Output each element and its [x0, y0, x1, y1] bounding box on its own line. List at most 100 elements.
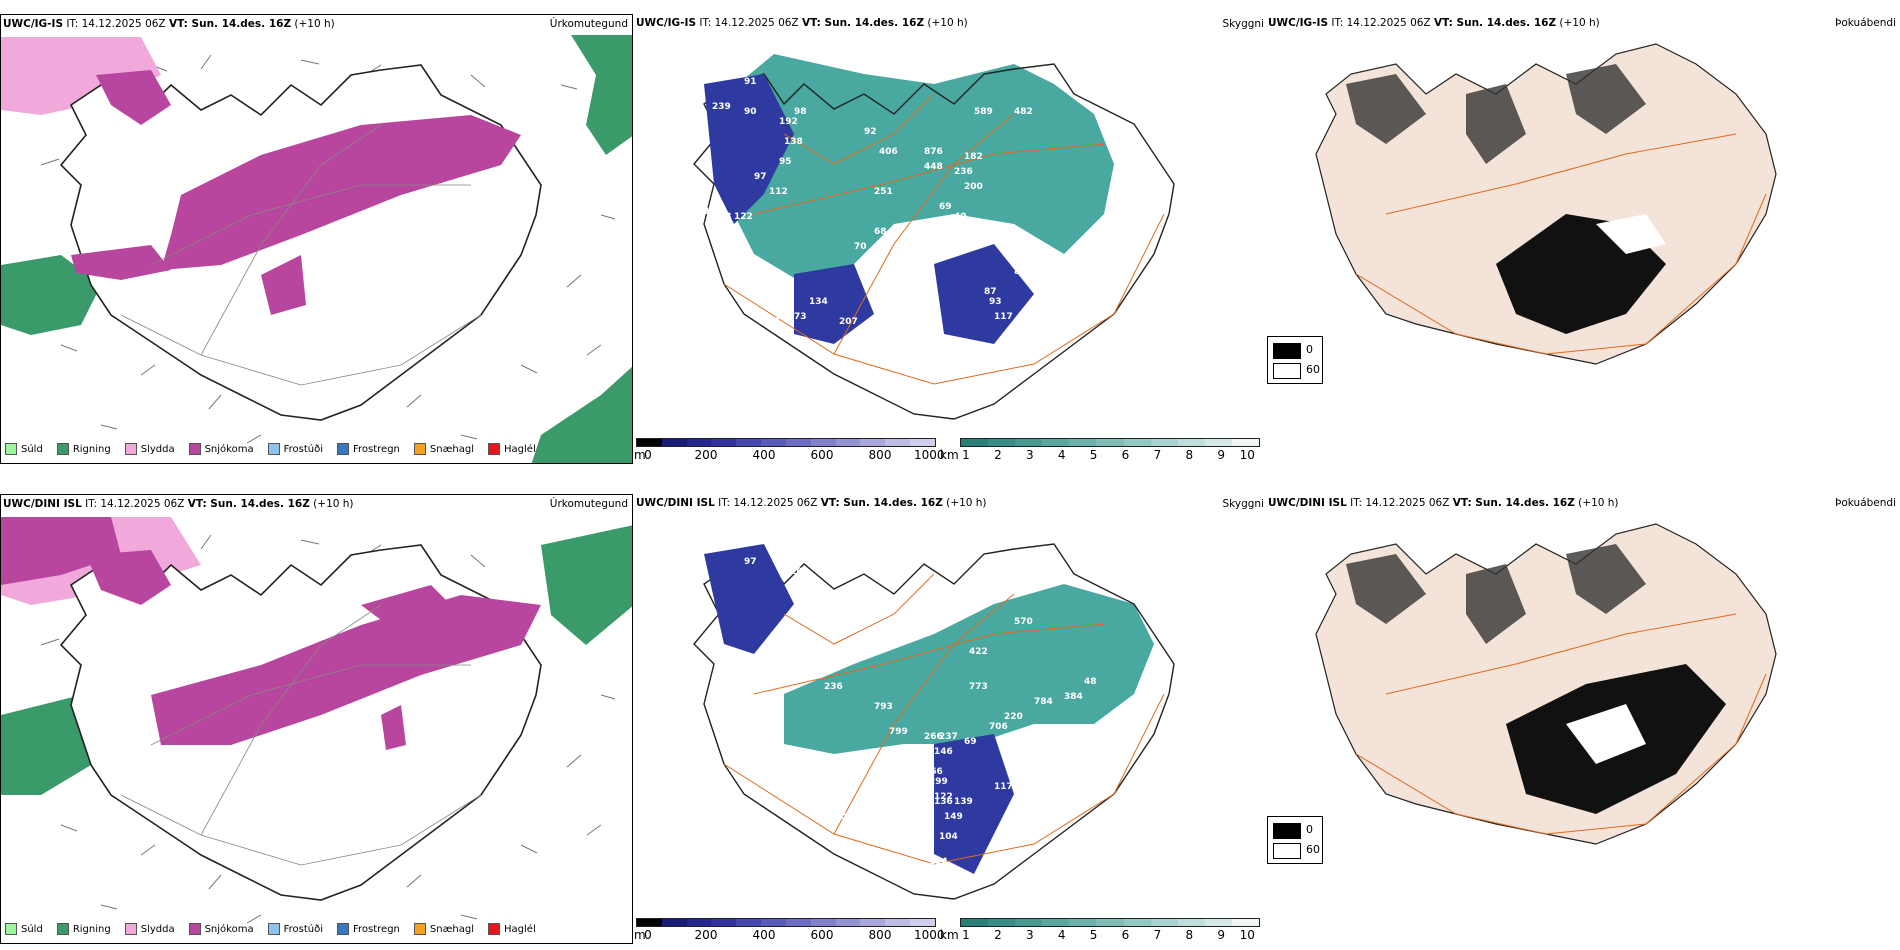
cloud-base-value-label: 251	[874, 187, 893, 197]
cloud-base-value-label: 95	[779, 157, 792, 167]
cloud-base-value-label: 87	[984, 287, 997, 297]
cloud-base-value-label: 10	[834, 812, 847, 822]
cloud-base-value-label: 876	[924, 147, 943, 157]
green-west	[1, 255, 101, 335]
cloud-base-value-label: 266	[924, 732, 943, 742]
snow-band	[151, 595, 541, 745]
cloud-base-value-label: 89	[864, 257, 877, 267]
fog-index-map-bottom: UWC/DINI ISL IT: 14.12.2025 06Z VT: Sun.…	[1266, 494, 1900, 944]
cloud-base-value-label: 570	[1014, 617, 1033, 627]
legend-item-snjokoma: Snjókoma	[188, 443, 254, 455]
iceland-fog	[1315, 43, 1777, 365]
panel-title: Skyggni	[1222, 498, 1265, 510]
snow-nw	[86, 550, 171, 605]
legend-item-snjokoma: Snjókoma	[188, 923, 254, 935]
cloud-base-value-label: 122	[734, 212, 753, 222]
precip-map-graphic	[1, 517, 632, 924]
green-south-east	[531, 366, 632, 463]
cloud-base-value-label: 83	[934, 222, 947, 232]
cloud-base-value-label: 236	[954, 167, 973, 177]
map-header: UWC/IG-IS IT: 14.12.2025 06Z VT: Sun. 14…	[3, 18, 335, 30]
legend-item-slydda: Slydda	[124, 443, 175, 455]
blue-cloudbase-south	[794, 264, 874, 344]
teal-cloud-area	[714, 54, 1114, 284]
blue-cloudbase-south	[934, 734, 1014, 874]
roads	[120, 124, 482, 386]
blue-cloudbase-west	[704, 544, 794, 654]
cloud-base-value-label: 236	[824, 682, 843, 692]
cloud-base-value-label: 129	[939, 887, 958, 897]
cloud-base-value-label: 69	[939, 202, 952, 212]
snow-south	[261, 255, 306, 315]
map-header: UWC/DINI ISL IT: 14.12.2025 06Z VT: Sun.…	[636, 497, 987, 509]
cloudbase-colorbar	[636, 438, 936, 447]
cloud-base-value-label: 207	[839, 317, 858, 327]
snow-north-west-edge	[1, 517, 121, 585]
panel-title: Þokuábendi	[1835, 17, 1896, 29]
cloud-base-value-label: 117	[994, 782, 1013, 792]
legend-item-frostudi: Frostúði	[267, 923, 323, 935]
cloud-base-value-label: 73	[794, 312, 807, 322]
cloud-base-value-label: 80	[1014, 232, 1027, 242]
roads	[1355, 133, 1767, 355]
cloud-base-value-label: 114	[929, 857, 948, 867]
cloud-base-value-label: 110	[784, 567, 803, 577]
visibility-ticks: 1 2 3 4 5 6 7 8 9 10	[962, 928, 1255, 942]
cloud-base-value-label: 146	[934, 747, 953, 757]
pink-north-west	[1, 37, 161, 115]
panel-title: Úrkomutegund	[549, 18, 628, 30]
cloud-base-value-label: 68	[874, 227, 887, 237]
cloud-base-value-label: 706	[989, 722, 1008, 732]
teal-cloud-area	[784, 584, 1154, 754]
cloud-base-value-label: 239	[712, 102, 731, 112]
visibility-unit: km	[940, 448, 959, 462]
cloud-base-value-label: 69	[964, 737, 977, 747]
cloud-base-value-label: 192	[779, 117, 798, 127]
map-header: UWC/DINI ISL IT: 14.12.2025 06Z VT: Sun.…	[1268, 497, 1619, 509]
legend-item-rigning: Rigning	[56, 443, 111, 455]
precip-type-map-bottom: UWC/DINI ISL IT: 14.12.2025 06Z VT: Sun.…	[0, 494, 633, 944]
cloud-base-value-label: 90	[744, 107, 757, 117]
cloud-base-value-label: 266	[844, 762, 863, 772]
legend-item-frostregn: Frostregn	[337, 443, 400, 455]
cloud-base-value-label: 110	[949, 352, 968, 362]
cloud-base-value-label: 97	[744, 557, 757, 567]
roads	[723, 93, 1165, 385]
cloud-base-value-label: 101	[804, 602, 823, 612]
cloud-base-value-label: 139	[799, 797, 818, 807]
legend-item-rigning: Rigning	[56, 923, 111, 935]
cloud-base-value-label: 299	[929, 777, 948, 787]
map-header: UWC/IG-IS IT: 14.12.2025 06Z VT: Sun. 14…	[636, 17, 968, 29]
cloud-base-value-label: 92	[864, 127, 877, 137]
cloud-base-value-label: 83	[894, 787, 907, 797]
roads	[120, 604, 482, 866]
cloud-base-value-label: 384	[1064, 692, 1083, 702]
fog-dark-north	[1346, 544, 1646, 644]
fog-map-graphic	[1315, 43, 1777, 365]
legend-item-haglel: Haglél	[488, 923, 536, 935]
cloud-base-value-label: 117	[934, 337, 953, 347]
cloud-base-value-label: 97	[929, 577, 942, 587]
cloud-base-value-label: 88	[759, 692, 772, 702]
cloud-base-value-label: 131	[704, 207, 723, 217]
cloud-base-value-label: 97	[754, 172, 767, 182]
panel-title: Úrkomutegund	[549, 498, 628, 510]
cloud-base-value-label: 98	[794, 107, 807, 117]
cloud-base-value-label: 98	[949, 367, 962, 377]
cloud-base-value-label: 40	[1019, 532, 1032, 542]
fog-legend: 0 60	[1267, 336, 1323, 384]
legend-item-slydda: Slydda	[124, 923, 175, 935]
cloud-base-value-label: 366	[924, 767, 943, 777]
legend-item-frostudi: Frostúði	[267, 443, 323, 455]
cloud-base-value-label: 784	[1034, 697, 1053, 707]
visibility-colorbar	[960, 918, 1260, 927]
cloud-base-value-label: 117	[994, 312, 1013, 322]
snow-west	[71, 245, 171, 280]
legend-item-snaehagl: Snæhagl	[413, 443, 474, 455]
cloud-base-value-label: 773	[969, 682, 988, 692]
map-header: UWC/IG-IS IT: 14.12.2025 06Z VT: Sun. 14…	[1268, 17, 1600, 29]
cloud-base-value-label: 406	[879, 147, 898, 157]
visibility-colorbar	[960, 438, 1260, 447]
